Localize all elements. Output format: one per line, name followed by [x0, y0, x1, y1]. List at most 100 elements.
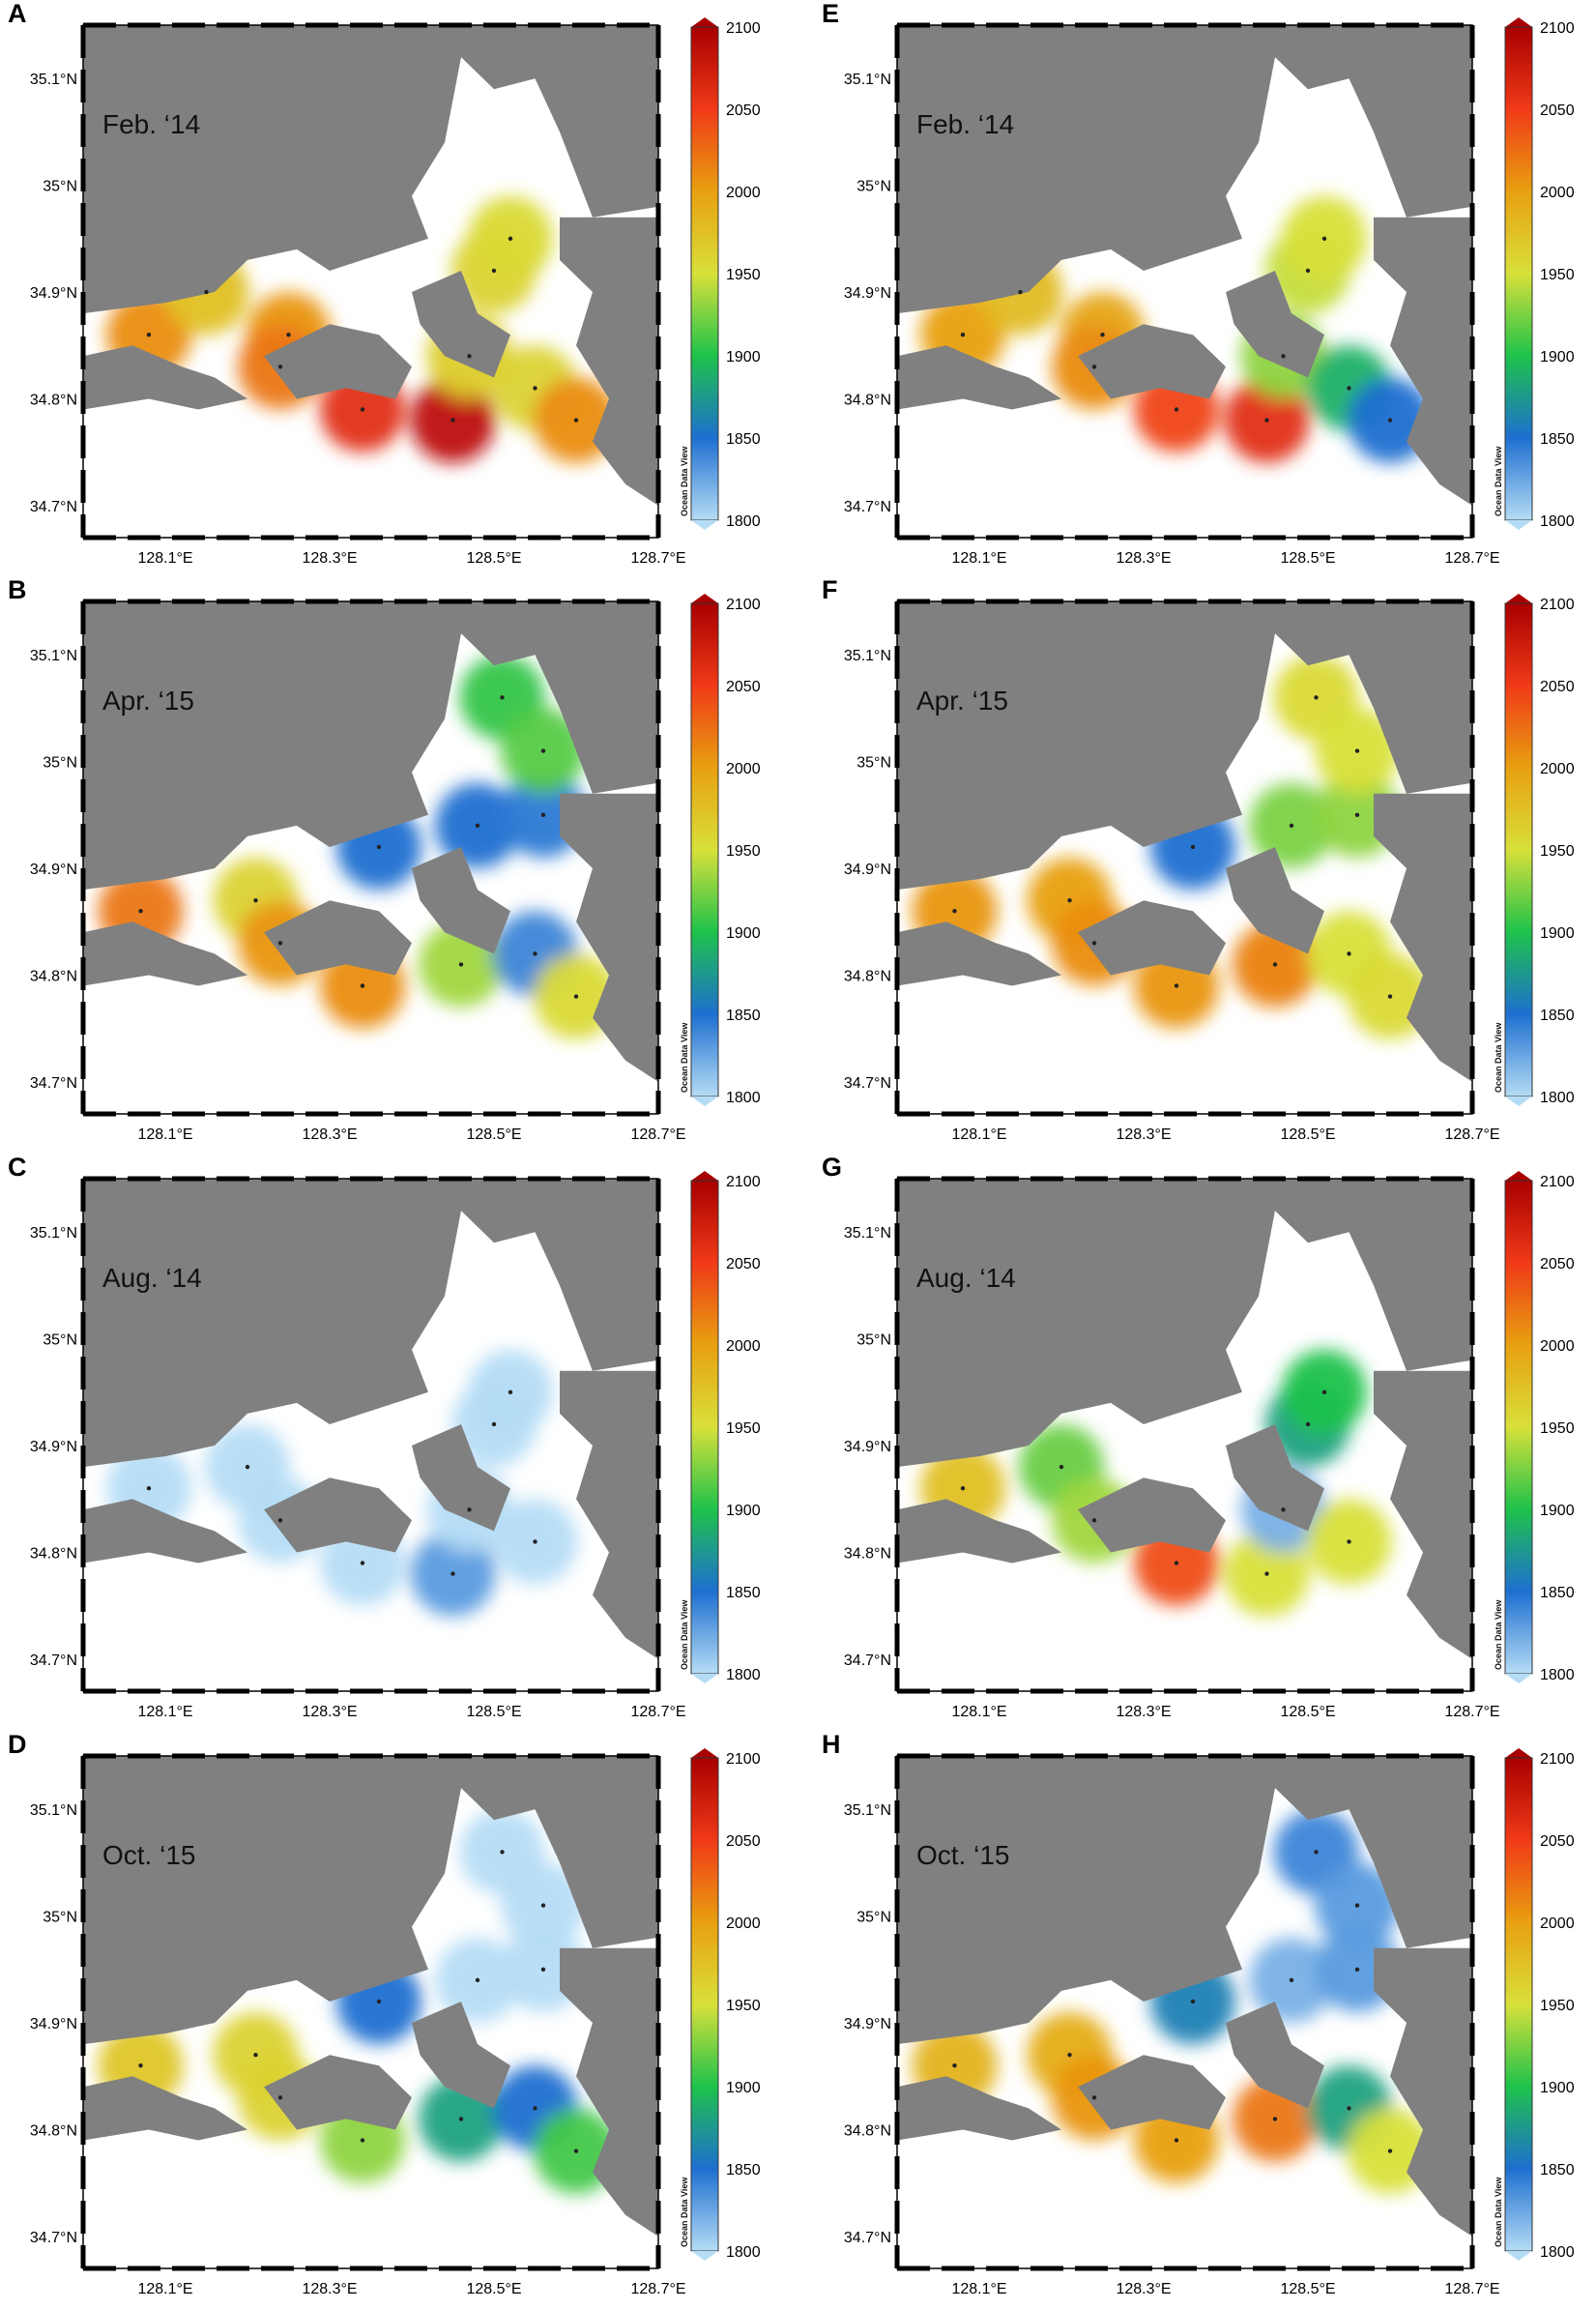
land-mass — [560, 1947, 658, 2237]
lat-tick-label: 34.7°N — [30, 1075, 77, 1092]
lat-tick-label: 34.8°N — [30, 1545, 77, 1562]
station-marker — [491, 268, 497, 274]
colorbar-bottom-arrow — [1505, 1674, 1532, 1683]
panel-letter: H — [822, 1730, 841, 1759]
colorbar-tick-label: 1950 — [1540, 267, 1575, 283]
lon-tick-label: 128.1°E — [951, 1126, 1006, 1143]
colorbar-bottom-arrow — [1505, 2251, 1532, 2261]
lat-tick-label: 35.1°N — [844, 1225, 891, 1242]
colorbar-tick-label: 1800 — [726, 1667, 761, 1683]
lat-tick-label: 35.1°N — [844, 1802, 891, 1819]
colorbar-tick-label: 1900 — [1540, 1503, 1575, 1519]
colorbar-gradient — [690, 602, 719, 1097]
lon-tick-label: 128.1°E — [137, 2281, 192, 2297]
station-marker — [1387, 994, 1393, 999]
station-marker — [573, 418, 579, 423]
colorbar-tick-label: 1900 — [726, 1503, 761, 1519]
land-mass — [83, 2076, 247, 2141]
lat-tick-label: 34.8°N — [30, 392, 77, 408]
station-marker — [1347, 386, 1351, 391]
lat-tick-label: 34.7°N — [844, 1075, 891, 1092]
colorbar-tick-label: 2100 — [726, 597, 761, 613]
lat-tick-label: 34.8°N — [844, 968, 891, 984]
panel-date-label: Feb. ‘14 — [102, 109, 200, 139]
colorbar-tick-label: 2100 — [1540, 597, 1575, 613]
lon-tick-label: 128.7°E — [630, 1126, 685, 1143]
colorbar: 2100 2050 2000 1950 1900 1850 1800 Ocean Data V… — [1494, 1748, 1575, 2261]
colorbar-gradient — [1504, 1180, 1533, 1675]
panel-date-label: Aug. ‘14 — [102, 1263, 202, 1293]
station-marker — [458, 2117, 464, 2121]
station-marker — [450, 1571, 455, 1576]
station-marker — [277, 365, 283, 369]
station-marker — [533, 386, 537, 391]
lat-tick-label: 34.7°N — [844, 2230, 891, 2246]
colorbar-tick-label: 1800 — [1540, 2244, 1575, 2261]
station-marker — [376, 1999, 382, 2004]
station-marker — [360, 2138, 365, 2143]
station-marker — [540, 812, 546, 818]
station-marker — [533, 1539, 537, 1544]
lat-tick-label: 35°N — [43, 179, 77, 195]
lon-tick-label: 128.1°E — [137, 550, 192, 567]
lon-tick-label: 128.5°E — [466, 1704, 521, 1720]
land-mass — [897, 1179, 1472, 1468]
station-marker — [1354, 748, 1360, 753]
colorbar-tick-label: 1800 — [726, 513, 761, 530]
colorbar-gradient — [690, 1757, 719, 2252]
land-mass — [1226, 1424, 1324, 1532]
station-marker — [533, 951, 537, 956]
land-mass — [897, 2076, 1061, 2141]
lat-tick-label: 34.8°N — [844, 2122, 891, 2139]
station-marker — [1347, 1539, 1351, 1544]
panel-date-label: Aug. ‘14 — [916, 1263, 1016, 1293]
lon-tick-label: 128.3°E — [302, 1704, 357, 1720]
colorbar-tick-label: 2000 — [726, 761, 761, 777]
land-mass — [1226, 271, 1324, 378]
station-marker — [475, 1977, 480, 1983]
lon-tick-label: 128.1°E — [137, 1704, 192, 1720]
station-marker — [1387, 2149, 1393, 2153]
station-marker — [1091, 941, 1097, 946]
station-marker — [1281, 354, 1286, 359]
colorbar-tick-label: 2050 — [726, 102, 761, 119]
colorbar-watermark: Ocean Data View — [1494, 2177, 1503, 2247]
colorbar-tick-label: 1950 — [1540, 1420, 1575, 1437]
panel-letter: G — [822, 1153, 842, 1182]
land-mass — [560, 217, 658, 506]
station-marker — [1091, 365, 1097, 369]
panel-letter: A — [8, 0, 27, 28]
colorbar-gradient — [1504, 1757, 1533, 2252]
station-marker — [277, 2095, 283, 2100]
lon-tick-label: 128.1°E — [951, 2281, 1006, 2297]
colorbar-tick-label: 2050 — [1540, 102, 1575, 119]
lat-tick-label: 34.8°N — [30, 2122, 77, 2139]
lat-tick-label: 34.7°N — [30, 499, 77, 515]
station-marker — [360, 983, 365, 988]
lon-tick-label: 128.7°E — [1444, 2281, 1499, 2297]
panel-letter: C — [8, 1153, 27, 1182]
land-mass — [1078, 900, 1226, 976]
colorbar-tick-label: 1950 — [726, 267, 761, 283]
land-mass — [412, 847, 510, 954]
colorbar-watermark: Ocean Data View — [680, 1022, 689, 1093]
lat-tick-label: 34.7°N — [30, 1652, 77, 1669]
lon-tick-label: 128.7°E — [630, 550, 685, 567]
colorbar-watermark: Ocean Data View — [680, 2177, 689, 2247]
colorbar-tick-label: 1900 — [1540, 2080, 1575, 2096]
lon-tick-label: 128.3°E — [1116, 1126, 1171, 1143]
colorbar-tick-label: 1850 — [726, 2162, 761, 2178]
map-panel-e: E Feb. ‘14 35.1°N 35°N 34.9°N 34.8°N 34.7°N 128… — [822, 0, 1575, 567]
colorbar-bottom-arrow — [691, 2251, 718, 2261]
land-mass — [412, 2002, 510, 2109]
station-marker — [1264, 1571, 1269, 1576]
colorbar-tick-label: 2000 — [726, 1338, 761, 1355]
colorbar-watermark: Ocean Data View — [1494, 446, 1503, 516]
colorbar-tick-label: 2050 — [1540, 679, 1575, 695]
colorbar-top-arrow — [1505, 1171, 1532, 1181]
colorbar: 2100 2050 2000 1950 1900 1850 1800 Ocean Data V… — [680, 17, 761, 530]
land-mass — [264, 900, 412, 976]
station-marker — [138, 2063, 143, 2068]
colorbar-tick-label: 2000 — [1540, 185, 1575, 201]
